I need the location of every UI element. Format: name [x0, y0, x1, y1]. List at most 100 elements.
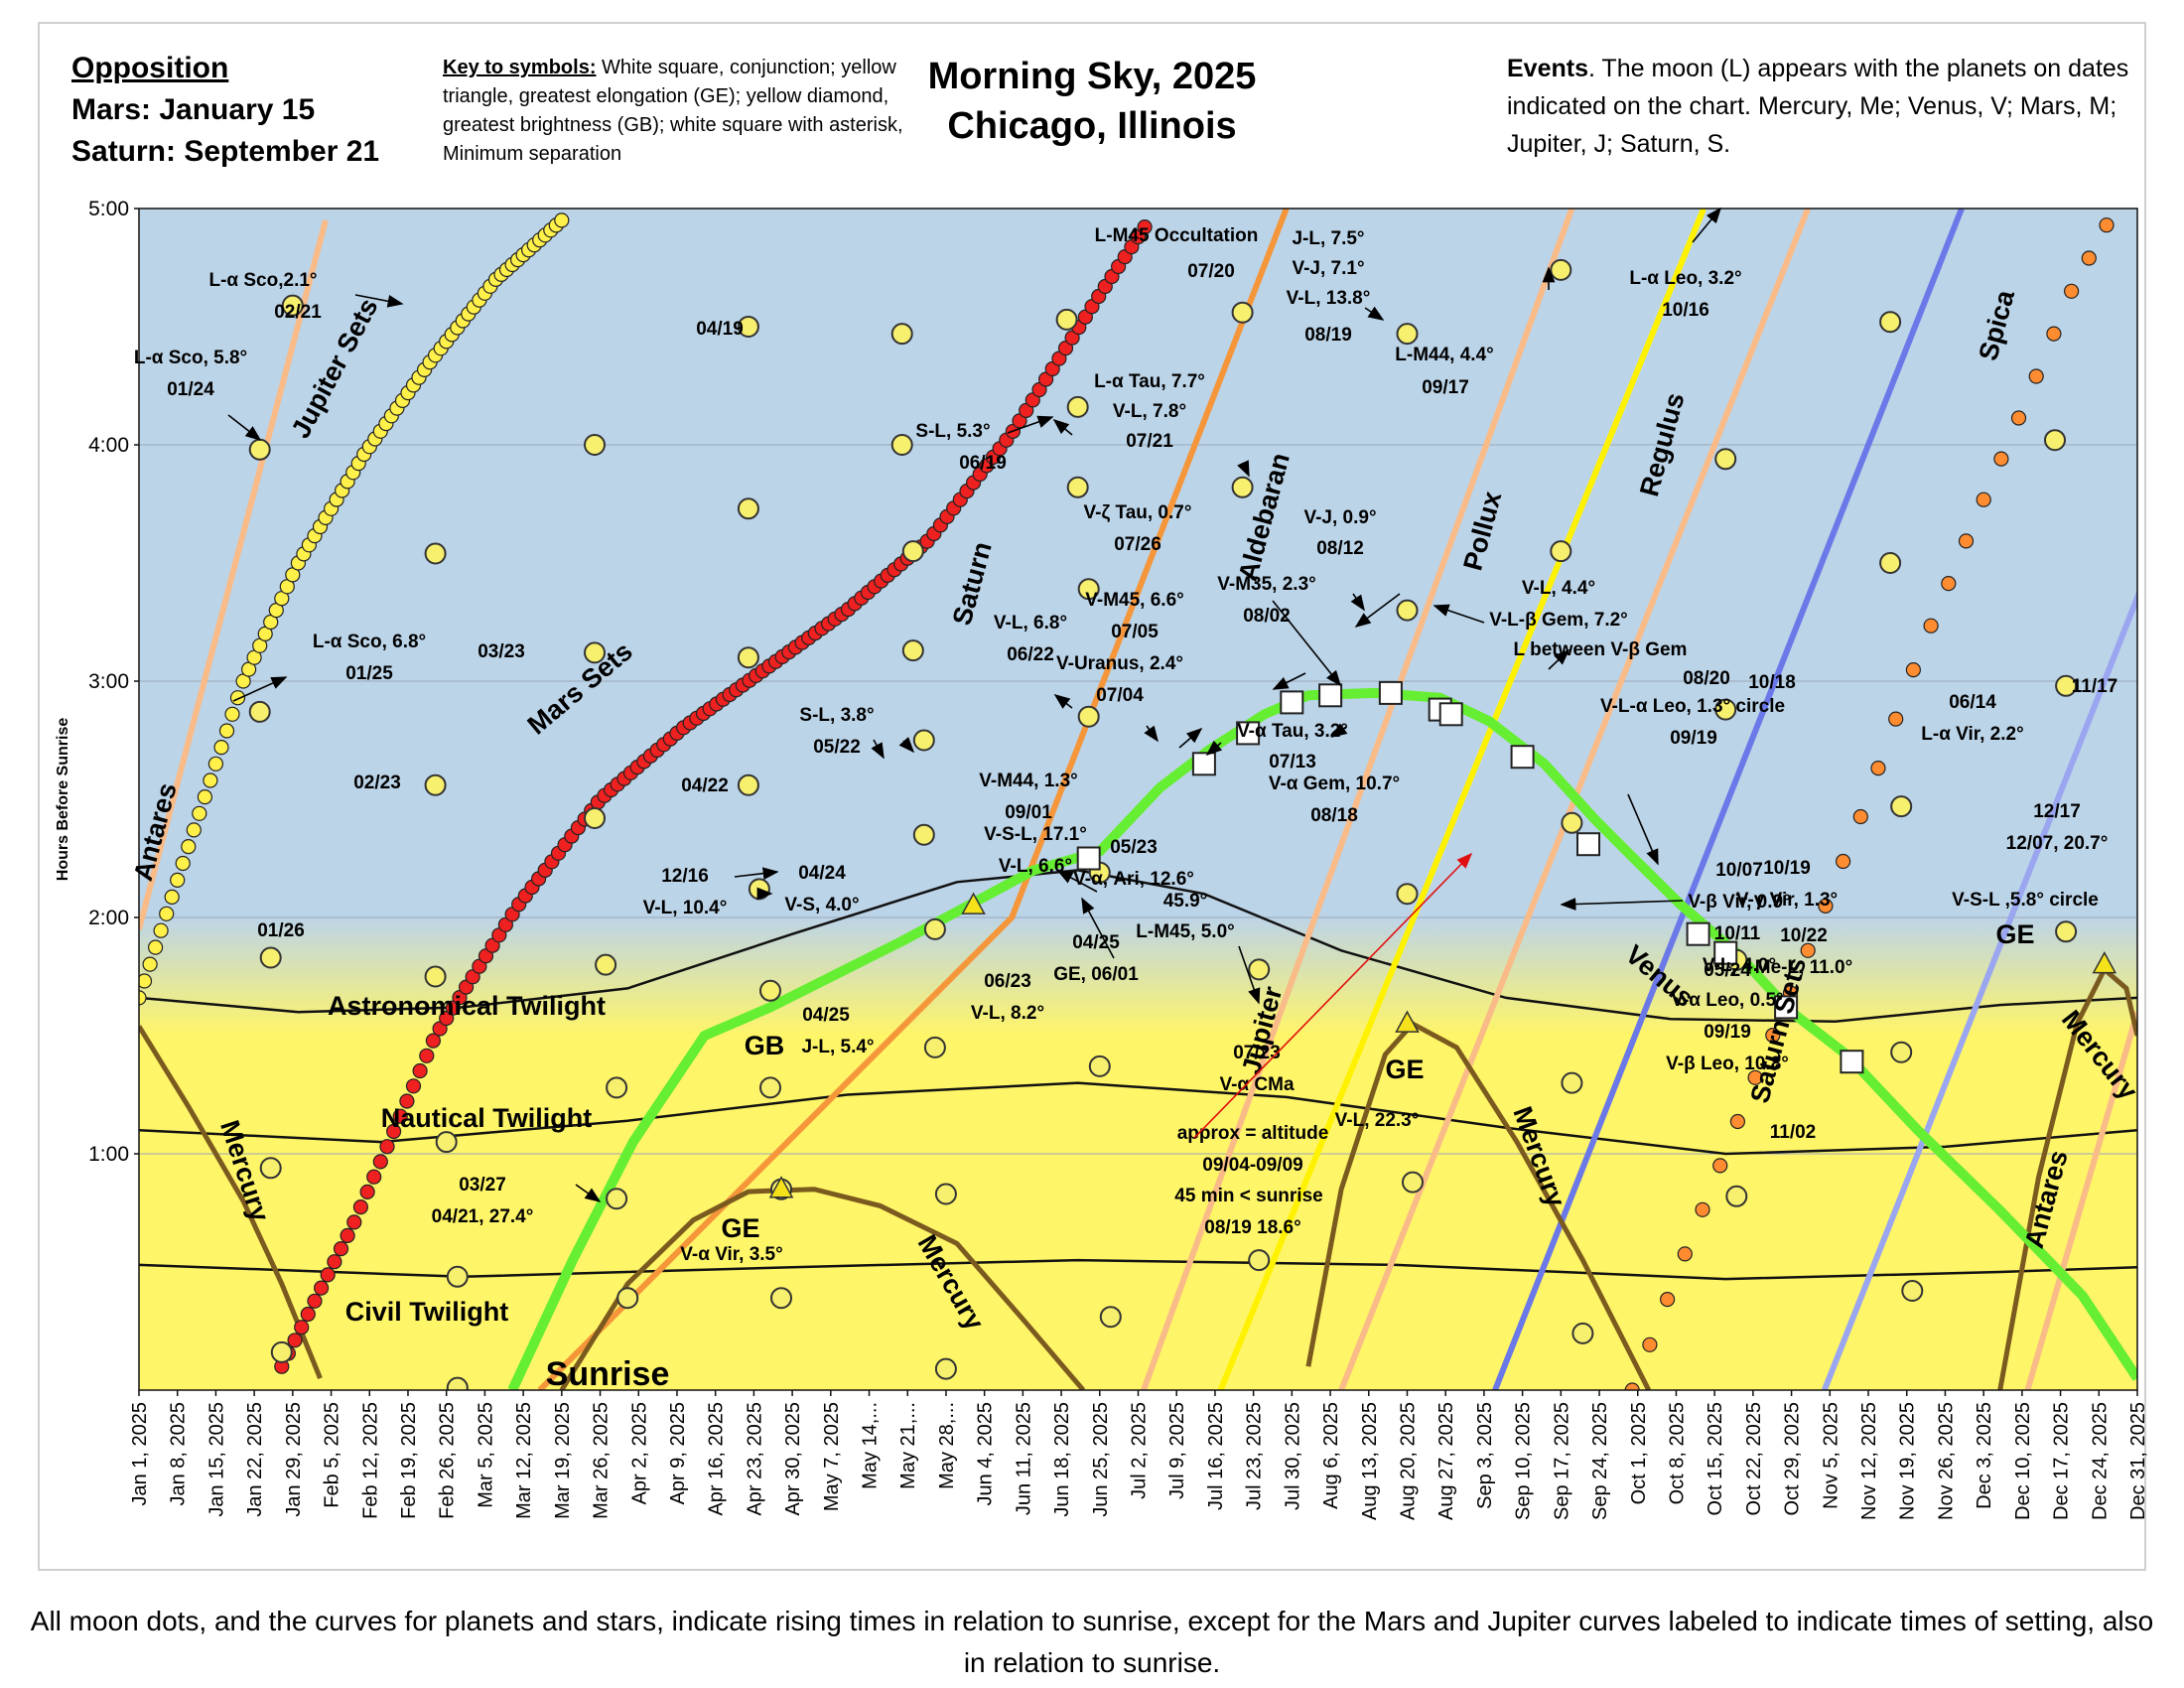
annotation-label: 10/07	[1715, 860, 1763, 881]
moon-dot	[606, 1188, 628, 1210]
annotation-label: 11/02	[1770, 1122, 1817, 1143]
annotation-label: V-J, 7.1°	[1292, 258, 1364, 279]
saturn-sets-dot	[1976, 492, 1991, 507]
mars-sets-dot	[352, 1198, 368, 1215]
moon-dot	[270, 1340, 293, 1363]
moon-dot	[890, 323, 913, 346]
moon-dot	[446, 1265, 469, 1288]
jupiter-sets-dot	[139, 973, 153, 989]
antares-rise-line	[139, 219, 329, 930]
annotation-label: 04/19	[696, 319, 744, 340]
annotation-label: J-L, 7.5°	[1292, 228, 1364, 249]
mars-sets-dot	[320, 1267, 336, 1283]
annotation-label: 06/23	[984, 971, 1031, 992]
annotation-arrow	[1007, 415, 1054, 434]
moon-dot	[435, 1131, 458, 1154]
annotation-arrow	[898, 737, 915, 754]
annotation-label: 04/22	[681, 775, 729, 796]
moon-dot	[616, 1287, 639, 1310]
moon-dot	[2055, 674, 2078, 697]
saturn-sets-dot	[1852, 808, 1868, 825]
x-tick-label: Jan 15, 2025	[205, 1402, 227, 1517]
annotation-label: 03/27	[459, 1175, 506, 1196]
greatest-elongation-marker	[768, 1176, 794, 1198]
jupiter-sets-dot	[192, 805, 207, 821]
x-tick-label: Jan 22, 2025	[244, 1402, 266, 1517]
annotation-label: V-α CMa	[1219, 1074, 1294, 1095]
annotation-arrow	[354, 294, 404, 308]
annotation-label: V-α Tau, 3.2°	[1237, 721, 1348, 742]
annotation-label: V-L-α Leo, 1.3° circle	[1600, 696, 1785, 717]
y-tick-label: 5:00	[88, 198, 129, 220]
saturn-sets-dot	[1800, 942, 1816, 958]
annotation-label: 07/21	[1126, 431, 1173, 452]
moon-dot	[248, 438, 271, 461]
annotation-label: 08/20	[1683, 668, 1730, 689]
moon-dot	[584, 434, 606, 456]
greatest-label: GB	[745, 1031, 785, 1060]
annotation-arrow	[1205, 740, 1223, 757]
annotation-label: L-α Vir, 2.2°	[1921, 724, 2023, 745]
annotation-label: L-α Sco, 5.8°	[134, 348, 247, 368]
x-tick-label: Feb 5, 2025	[322, 1402, 343, 1508]
annotation-label: 12/07, 20.7°	[2006, 833, 2109, 854]
annotation-label: 05/23	[1110, 837, 1158, 858]
annotation-label: 07/26	[1114, 534, 1161, 555]
y-tick-label: 4:00	[88, 434, 129, 457]
x-tick-label: Jan 29, 2025	[283, 1402, 305, 1517]
annotation-label: V-L, 4.0°	[1703, 955, 1776, 976]
x-tick-label: Dec 31, 2025	[2127, 1402, 2149, 1520]
annotation-label: 10/18	[1748, 672, 1796, 693]
annotation-label: 02/21	[274, 302, 322, 323]
mars-sets-dot	[327, 1254, 342, 1270]
annotation-label: 04/25	[1072, 932, 1120, 953]
title-line-2: Chicago, Illinois	[947, 105, 1237, 147]
jupiter-sets-dot	[153, 922, 169, 938]
x-tick-label: Nov 12, 2025	[1858, 1402, 1880, 1520]
annotation-label: L-α Sco,2.1°	[208, 270, 317, 291]
annotation-label: 06/22	[1007, 644, 1054, 665]
events-note: Events. The moon (L) appears with the pl…	[1507, 50, 2142, 163]
x-tick-label: Aug 20, 2025	[1397, 1402, 1419, 1520]
moon-dot	[424, 774, 447, 796]
x-tick-label: Sep 24, 2025	[1589, 1402, 1611, 1520]
mars-sets-dot	[399, 1093, 415, 1109]
annotation-arrow	[1237, 460, 1250, 478]
moon-dot	[737, 316, 759, 338]
annotation-label: S-L, 5.3°	[915, 421, 990, 442]
annotation-arrow-red	[1193, 852, 1473, 1139]
moon-dot	[1396, 599, 1419, 622]
saturn-sets-dot	[1835, 853, 1851, 870]
annotation-label: V-α Leo, 0.5°	[1671, 990, 1783, 1011]
y-tick-label: 2:00	[88, 907, 129, 929]
moon-dot	[1550, 258, 1572, 281]
saturn-sets-dot	[1888, 711, 1904, 727]
moon-dot	[1066, 395, 1089, 418]
annotation-label: 08/19 18.6°	[1204, 1217, 1300, 1238]
jupiter-sets-dot	[554, 212, 570, 228]
jupiter-sets-dot	[218, 723, 235, 739]
x-tick-label: May 7, 2025	[821, 1402, 843, 1511]
moon-dot	[923, 917, 946, 940]
annotation-label: V-M35, 2.3°	[1217, 574, 1315, 595]
jupiter-sets-dot	[213, 739, 229, 756]
moon-dot	[1248, 1249, 1271, 1272]
mars-sets-dot	[372, 1154, 388, 1170]
x-tick-label: Nov 26, 2025	[1935, 1402, 1957, 1520]
annotation-label: L-α Tau, 7.7°	[1094, 371, 1205, 392]
moon-dot	[1714, 448, 1737, 471]
greatest-elongation-marker	[2092, 951, 2117, 974]
saturn-sets-dot	[1765, 1027, 1781, 1044]
annotation-label: V-S, 4.0°	[784, 895, 859, 915]
regulus-rise-line	[1492, 209, 1965, 1390]
annotation-label: V-L, 13.8°	[1287, 288, 1371, 309]
saturn-sets-dot	[1659, 1291, 1676, 1308]
mars-sets-dot	[307, 1293, 323, 1309]
saturn-sets-dot	[1941, 575, 1957, 592]
mars-sets-dot	[287, 1333, 303, 1348]
moon-dot	[1088, 1055, 1111, 1077]
x-tick-label: Mar 26, 2025	[591, 1402, 613, 1519]
x-tick-label: Jul 16, 2025	[1205, 1402, 1227, 1510]
moon-dot	[737, 497, 759, 520]
saturn-sets-dot	[1729, 1113, 1746, 1130]
